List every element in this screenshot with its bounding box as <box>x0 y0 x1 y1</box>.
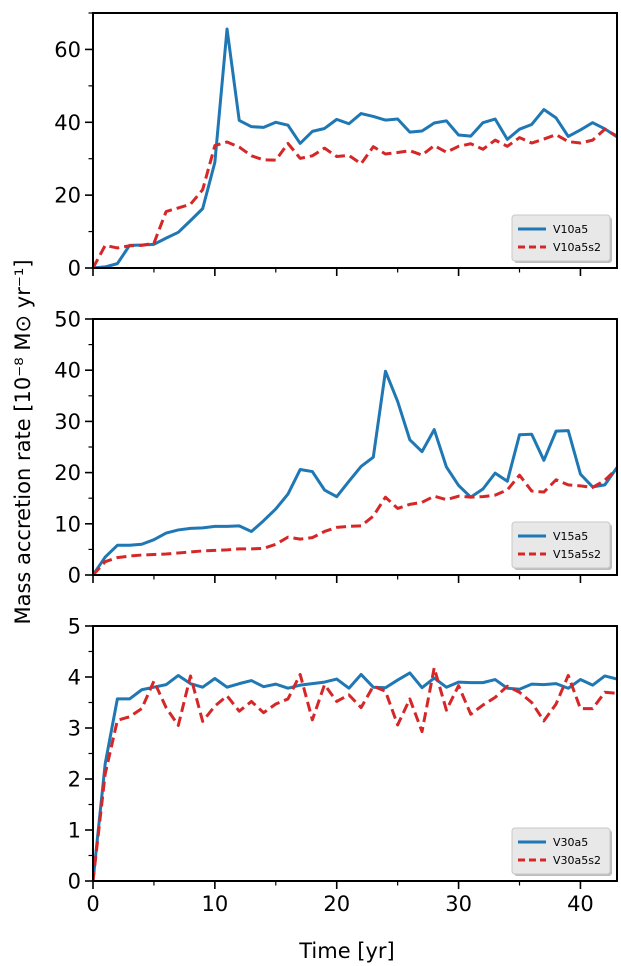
x-tick-label: 20 <box>323 892 350 916</box>
legend: V15a5 V15a5s2 <box>511 521 612 570</box>
x-tick-label: 30 <box>445 892 472 916</box>
y-tick-label: 40 <box>54 111 81 135</box>
y-tick-label: 3 <box>68 717 81 741</box>
series-line-V15a5 <box>93 369 617 575</box>
legend-label: V10a5 <box>553 223 588 236</box>
axes-frame <box>92 12 618 269</box>
legend-label: V15a5s2 <box>553 548 601 561</box>
panel-2: 0 10 20 30 40 50 V15a5 V15a5s2 <box>54 308 618 588</box>
series-line-V10a5s2 <box>93 127 617 268</box>
y-tick-label: 20 <box>54 184 81 208</box>
y-tick-label: 0 <box>68 870 81 894</box>
y-tick-label: 0 <box>68 564 81 588</box>
x-axis-label: Time [yr] <box>298 939 395 963</box>
legend-label: V30a5 <box>553 836 588 849</box>
series-line-V10a5 <box>93 27 617 268</box>
y-tick-label: 50 <box>54 308 81 332</box>
x-tick-label: 10 <box>201 892 228 916</box>
legend: V10a5 V10a5s2 <box>511 214 612 263</box>
x-tick-label: 0 <box>86 892 99 916</box>
x-tick-label: 40 <box>567 892 594 916</box>
y-axis-label: Mass accretion rate [10⁻⁸ M⊙ yr⁻¹] <box>11 259 35 624</box>
legend-label: V30a5s2 <box>553 854 601 867</box>
legend: V30a5 V30a5s2 <box>511 827 612 876</box>
legend-label: V10a5s2 <box>553 241 601 254</box>
y-tick-label: 1 <box>68 819 81 843</box>
y-tick-label: 20 <box>54 461 81 485</box>
panel-1: 0 20 40 60 V10a5 V10a5s2 <box>54 12 618 281</box>
y-tick-label: 30 <box>54 410 81 434</box>
y-tick-label: 5 <box>68 615 81 639</box>
panel-3: 0 1 2 3 4 5 0 10 20 30 40 V30a5 V30a5s2 <box>68 615 618 916</box>
y-tick-label: 2 <box>68 768 81 792</box>
y-tick-label: 10 <box>54 512 81 536</box>
series-line-V30a5s2 <box>93 666 617 881</box>
legend-label: V15a5 <box>553 530 588 543</box>
y-tick-label: 0 <box>68 257 81 281</box>
y-tick-label: 4 <box>68 666 81 690</box>
y-tick-label: 60 <box>54 38 81 62</box>
series-line-V30a5 <box>93 671 617 881</box>
series-line-V15a5s2 <box>93 467 617 575</box>
y-tick-label: 40 <box>54 359 81 383</box>
